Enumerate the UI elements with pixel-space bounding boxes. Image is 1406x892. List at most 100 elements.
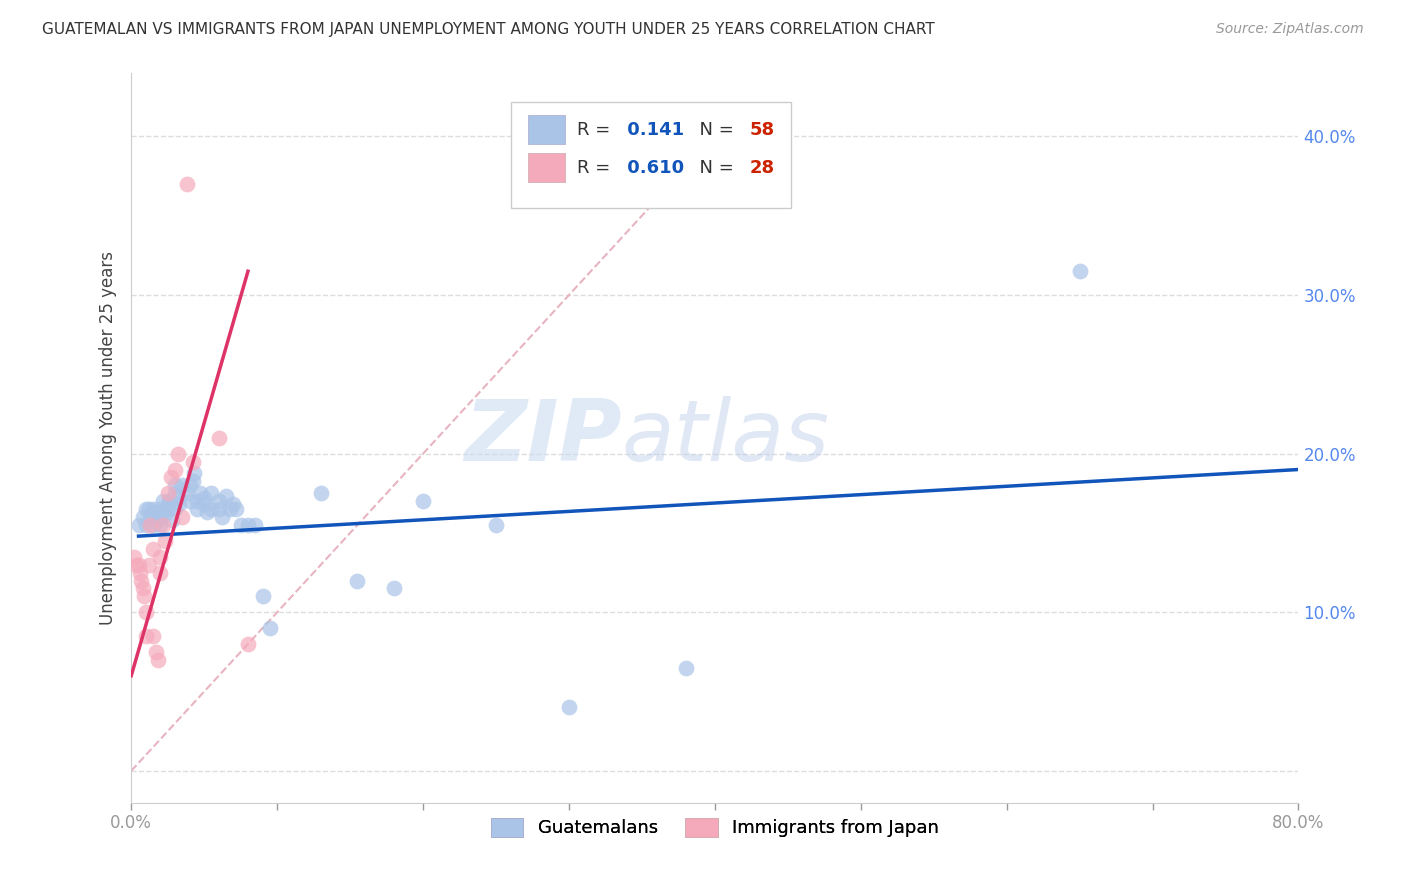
Point [142,518,165,533]
Point [176,177,198,191]
Point [181,474,204,488]
Point [163,478,186,492]
Point [163,462,186,476]
Point [208,502,231,516]
Point [167,491,190,505]
Point [181,454,204,468]
Text: 28: 28 [749,159,775,177]
Text: R =: R = [576,159,616,177]
Point [153,507,176,521]
Point [122,549,145,564]
Point [172,478,194,492]
Point [229,518,252,533]
Point [128,518,150,533]
Point [156,486,179,500]
Point [152,518,174,533]
Point [382,582,405,596]
Point [346,574,368,588]
Point [142,629,165,643]
Text: N =: N = [688,121,740,139]
Text: Source: ZipAtlas.com: Source: ZipAtlas.com [1216,22,1364,37]
Point [139,510,162,524]
Point [124,558,146,572]
Point [135,605,157,619]
Point [153,533,176,548]
Point [138,502,160,516]
Y-axis label: Unemployment Among Youth under 25 years: Unemployment Among Youth under 25 years [100,251,117,624]
Point [157,494,180,508]
Point [208,494,231,508]
Point [183,466,205,480]
Point [145,645,167,659]
FancyBboxPatch shape [529,115,565,145]
Point [225,502,247,516]
Point [200,486,222,500]
Point [252,590,274,604]
Point [152,494,174,508]
Point [149,510,172,524]
Point [219,502,242,516]
Point [132,510,155,524]
FancyBboxPatch shape [510,103,790,208]
Point [167,447,190,461]
Point [200,502,222,516]
Point [156,497,179,511]
Point [1069,264,1091,278]
Point [163,502,186,516]
Point [132,582,155,596]
Point [186,502,208,516]
Text: N =: N = [688,159,740,177]
Point [485,518,508,533]
Point [146,653,169,667]
Point [159,470,181,484]
Point [558,700,581,714]
Point [186,494,208,508]
Point [163,486,186,500]
Legend: Guatemalans, Immigrants from Japan: Guatemalans, Immigrants from Japan [484,811,946,845]
Point [309,486,332,500]
Point [176,486,198,500]
Point [675,661,697,675]
Point [412,494,434,508]
Text: 0.610: 0.610 [621,159,685,177]
Point [259,621,281,635]
Point [193,497,215,511]
FancyBboxPatch shape [529,153,565,183]
Point [179,494,201,508]
Point [236,637,259,651]
Point [195,505,218,519]
Point [236,518,259,533]
Point [188,486,211,500]
Point [149,518,172,533]
Point [211,510,233,524]
Point [156,502,179,516]
Point [222,497,245,511]
Point [146,513,169,527]
Point [135,502,157,516]
Point [160,513,183,527]
Text: atlas: atlas [621,396,830,479]
Point [135,629,157,643]
Point [149,566,172,580]
Point [215,490,238,504]
Text: 58: 58 [749,121,775,139]
Point [129,566,152,580]
Point [179,478,201,492]
Point [139,518,162,533]
Point [143,505,166,519]
Point [193,491,215,505]
Point [169,497,191,511]
Point [128,558,150,572]
Text: R =: R = [576,121,616,139]
Point [208,431,231,445]
Text: GUATEMALAN VS IMMIGRANTS FROM JAPAN UNEMPLOYMENT AMONG YOUTH UNDER 25 YEARS CORR: GUATEMALAN VS IMMIGRANTS FROM JAPAN UNEM… [42,22,935,37]
Point [245,518,267,533]
Point [149,549,172,564]
Point [172,510,194,524]
Point [149,502,172,516]
Point [142,541,165,556]
Text: ZIP: ZIP [464,396,621,479]
Point [135,518,157,533]
Text: 0.141: 0.141 [621,121,685,139]
Point [138,558,160,572]
